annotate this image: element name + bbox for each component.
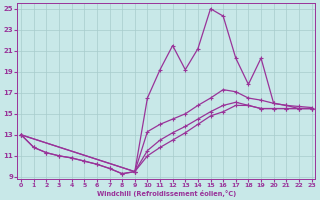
X-axis label: Windchill (Refroidissement éolien,°C): Windchill (Refroidissement éolien,°C) xyxy=(97,190,236,197)
